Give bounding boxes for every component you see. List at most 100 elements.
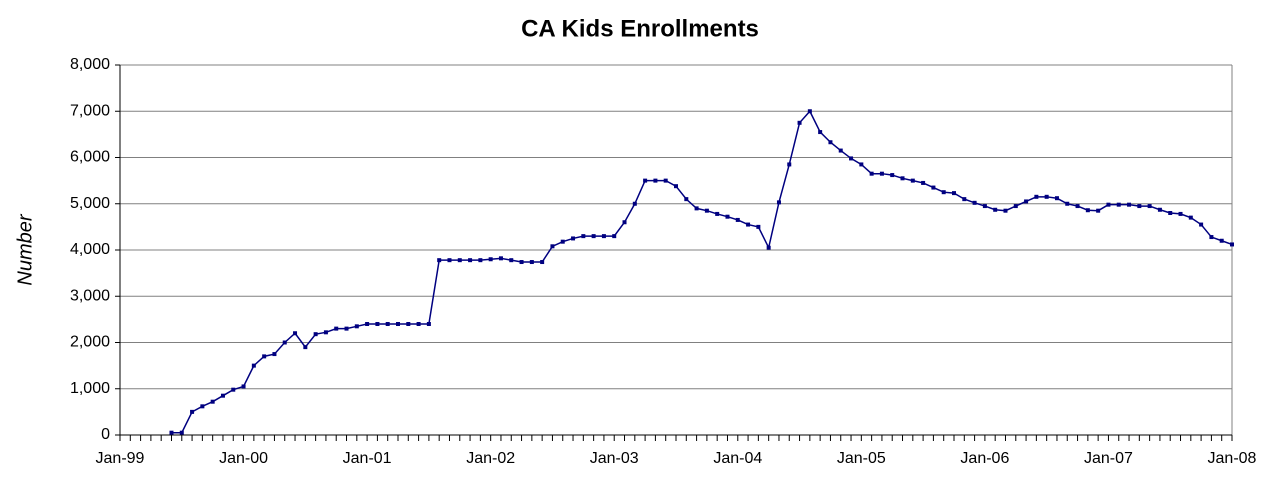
point-marker [1106,202,1111,207]
y-tick-label: 2,000 [70,334,110,351]
point-marker [663,178,668,183]
point-marker [931,185,936,190]
point-marker [313,332,318,337]
x-tick-label: Jan-03 [590,450,639,467]
point-marker [571,236,576,241]
point-marker [1044,194,1049,199]
y-tick-label: 3,000 [70,287,110,304]
point-marker [354,324,359,329]
point-marker [1127,202,1132,207]
point-marker [293,331,298,336]
point-marker [1188,215,1193,220]
point-marker [1003,208,1008,213]
point-marker [982,204,987,209]
point-marker [1178,211,1183,216]
point-marker [653,178,658,183]
point-marker [622,220,627,225]
chart-title: CA Kids Enrollments [521,15,759,42]
x-tick-label: Jan-01 [343,450,392,467]
point-marker [416,322,421,326]
x-tick-label: Jan-06 [960,450,1009,467]
point-marker [447,258,452,263]
point-marker [519,260,524,265]
point-marker [1209,235,1214,240]
point-marker [962,197,967,202]
point-marker [766,245,771,250]
point-marker [323,330,328,335]
point-marker [879,171,884,176]
point-marker [560,239,565,244]
point-marker [406,322,411,326]
point-marker [498,256,503,261]
point-marker [457,258,462,263]
point-marker [921,180,926,185]
point-marker [488,257,493,262]
point-marker [365,322,370,326]
y-tick-label: 6,000 [70,149,110,166]
point-marker [1075,204,1080,209]
point-marker [210,399,215,404]
point-marker [704,208,709,213]
point-marker [509,258,514,263]
point-marker [694,206,699,211]
point-marker [859,162,864,167]
point-marker [715,211,720,216]
point-marker [993,207,998,212]
point-marker [478,258,483,263]
y-tick-label: 1,000 [70,380,110,397]
point-marker [396,322,400,326]
point-marker [952,191,956,196]
point-marker [529,260,534,265]
point-marker [612,234,617,239]
point-marker [797,120,802,125]
point-marker [190,409,195,414]
point-marker [1147,204,1152,209]
point-marker [838,148,843,153]
series-line [171,109,1233,434]
x-tick-label: Jan-07 [1084,450,1133,467]
point-marker [735,217,740,222]
point-marker [828,140,833,145]
point-marker [910,178,915,183]
point-marker [849,156,854,161]
x-tick-label: Jan-99 [96,450,145,467]
x-tick-label: Jan-05 [837,450,886,467]
point-marker [220,393,225,398]
point-marker [807,109,812,114]
point-marker [437,258,442,263]
point-marker [674,184,678,189]
point-marker [787,162,792,167]
x-tick-label: Jan-08 [1208,450,1257,467]
x-tick-label: Jan-04 [713,450,762,467]
point-marker [746,222,751,227]
point-marker [468,258,473,263]
point-marker [890,173,895,178]
point-marker [241,384,246,389]
point-marker [1230,242,1234,247]
point-marker [776,200,781,205]
point-marker [1096,208,1101,213]
point-marker [179,430,184,435]
point-marker [900,176,905,181]
point-marker [1116,202,1121,207]
point-marker [1013,204,1018,209]
point-marker [344,326,349,331]
point-marker [972,200,977,205]
point-marker [1157,207,1162,212]
point-marker [385,322,390,326]
point-marker [282,340,287,345]
point-marker [1054,196,1059,201]
y-tick-label: 7,000 [70,102,110,119]
point-marker [1024,199,1029,204]
point-marker [540,260,545,265]
point-marker [643,178,648,183]
point-marker [1137,204,1142,209]
point-marker [1219,238,1224,243]
point-marker [303,345,308,350]
point-marker [231,387,236,392]
y-tick-label: 5,000 [70,195,110,212]
point-marker [1085,208,1090,213]
point-marker [581,234,586,239]
point-marker [272,352,277,357]
